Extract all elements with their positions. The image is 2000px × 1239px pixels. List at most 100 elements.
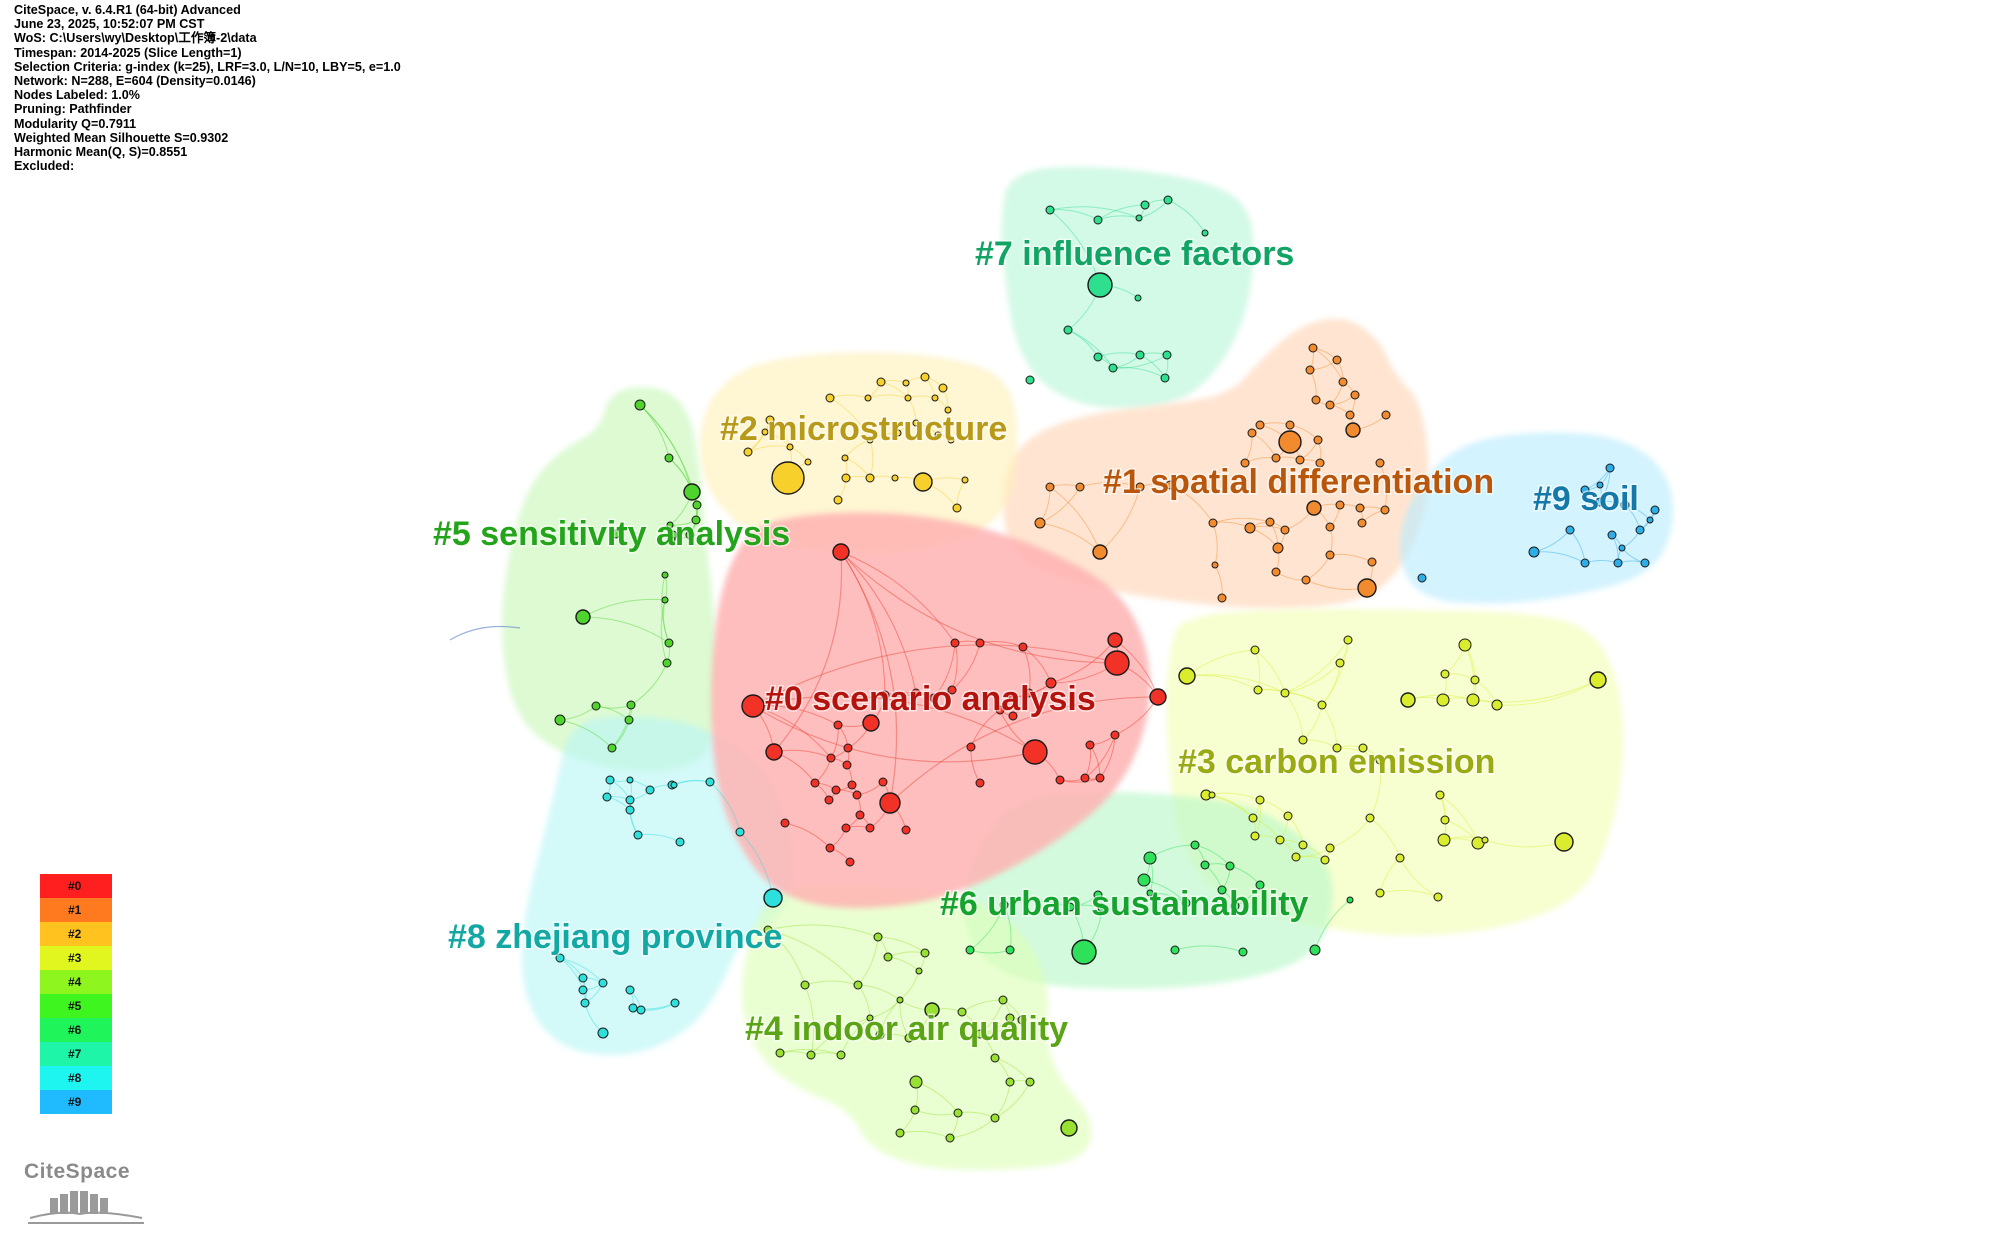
network-node[interactable]: [1343, 635, 1353, 645]
network-node[interactable]: [1613, 558, 1623, 568]
network-node[interactable]: [1283, 811, 1293, 821]
network-node[interactable]: [1247, 428, 1257, 438]
network-node[interactable]: [845, 857, 855, 867]
network-node[interactable]: [1280, 525, 1290, 535]
network-node[interactable]: [1271, 453, 1281, 463]
network-node[interactable]: [1313, 435, 1323, 445]
network-node[interactable]: [902, 379, 910, 387]
network-node[interactable]: [929, 693, 939, 703]
network-node[interactable]: [1255, 880, 1265, 890]
network-node[interactable]: [1225, 861, 1235, 871]
network-node[interactable]: [826, 753, 836, 763]
network-node[interactable]: [662, 658, 672, 668]
network-node[interactable]: [1275, 835, 1285, 845]
network-node[interactable]: [633, 830, 643, 840]
network-node[interactable]: [1375, 458, 1385, 468]
network-node[interactable]: [1332, 743, 1342, 753]
network-node[interactable]: [1466, 693, 1480, 707]
network-node[interactable]: [1605, 463, 1615, 473]
network-node[interactable]: [1017, 1015, 1027, 1025]
network-node[interactable]: [1325, 400, 1335, 410]
network-node[interactable]: [1272, 542, 1284, 554]
network-node[interactable]: [575, 609, 591, 625]
network-node[interactable]: [1320, 855, 1330, 865]
network-node[interactable]: [883, 952, 893, 962]
network-node[interactable]: [1208, 518, 1218, 528]
network-node[interactable]: [786, 443, 794, 451]
network-node[interactable]: [800, 980, 810, 990]
network-node[interactable]: [1554, 832, 1574, 852]
network-node[interactable]: [1635, 525, 1645, 535]
network-node[interactable]: [1646, 516, 1654, 524]
network-node[interactable]: [924, 1002, 940, 1018]
network-node[interactable]: [947, 436, 955, 444]
network-node[interactable]: [1335, 500, 1345, 510]
network-node[interactable]: [915, 967, 923, 975]
network-node[interactable]: [875, 1030, 885, 1040]
network-node[interactable]: [842, 760, 852, 770]
network-node[interactable]: [1162, 350, 1172, 360]
network-node[interactable]: [554, 714, 566, 726]
network-node[interactable]: [831, 785, 841, 795]
network-node[interactable]: [591, 701, 601, 711]
network-node[interactable]: [771, 461, 805, 495]
network-node[interactable]: [607, 743, 617, 753]
network-node[interactable]: [578, 973, 588, 983]
network-node[interactable]: [1045, 482, 1055, 492]
network-node[interactable]: [625, 795, 635, 805]
network-node[interactable]: [975, 778, 985, 788]
network-node[interactable]: [1580, 485, 1590, 495]
network-node[interactable]: [1018, 642, 1028, 652]
network-node[interactable]: [1005, 1013, 1015, 1023]
network-node[interactable]: [913, 472, 933, 492]
network-node[interactable]: [1140, 200, 1150, 210]
network-node[interactable]: [1355, 503, 1365, 513]
network-node[interactable]: [1143, 851, 1157, 865]
network-node[interactable]: [1596, 481, 1604, 489]
network-node[interactable]: [891, 474, 899, 482]
network-node[interactable]: [975, 1029, 985, 1039]
network-node[interactable]: [1325, 843, 1335, 853]
network-node[interactable]: [661, 596, 669, 604]
network-node[interactable]: [668, 536, 676, 544]
network-node[interactable]: [1285, 420, 1295, 430]
network-node[interactable]: [1358, 743, 1368, 753]
network-node[interactable]: [1071, 939, 1097, 965]
network-node[interactable]: [1620, 500, 1630, 510]
network-node[interactable]: [1335, 658, 1345, 668]
network-node[interactable]: [664, 453, 674, 463]
network-node[interactable]: [1375, 888, 1385, 898]
network-node[interactable]: [1137, 873, 1151, 887]
network-node[interactable]: [1085, 740, 1095, 750]
network-node[interactable]: [841, 454, 849, 462]
network-node[interactable]: [1025, 375, 1035, 385]
network-node[interactable]: [833, 720, 843, 730]
network-node[interactable]: [975, 638, 985, 648]
network-node[interactable]: [1595, 497, 1605, 507]
network-node[interactable]: [1055, 775, 1065, 785]
network-node[interactable]: [1417, 573, 1427, 583]
network-node[interactable]: [1357, 578, 1377, 598]
network-node[interactable]: [1238, 947, 1248, 957]
network-node[interactable]: [866, 1014, 874, 1022]
network-node[interactable]: [966, 742, 976, 752]
network-node[interactable]: [1080, 773, 1090, 783]
network-node[interactable]: [865, 823, 875, 833]
network-node[interactable]: [1298, 840, 1308, 850]
network-node[interactable]: [1250, 645, 1260, 655]
network-node[interactable]: [765, 415, 775, 425]
network-node[interactable]: [1134, 294, 1142, 302]
network-node[interactable]: [1395, 853, 1405, 863]
network-node[interactable]: [692, 500, 702, 510]
network-node[interactable]: [1298, 735, 1308, 745]
network-node[interactable]: [852, 790, 862, 800]
network-node[interactable]: [895, 1128, 905, 1138]
network-node[interactable]: [1589, 671, 1607, 689]
network-node[interactable]: [920, 372, 930, 382]
network-node[interactable]: [1034, 517, 1046, 529]
network-node[interactable]: [998, 995, 1008, 1005]
network-node[interactable]: [1255, 795, 1265, 805]
network-node[interactable]: [1271, 567, 1281, 577]
network-node[interactable]: [626, 776, 634, 784]
network-node[interactable]: [780, 818, 790, 828]
